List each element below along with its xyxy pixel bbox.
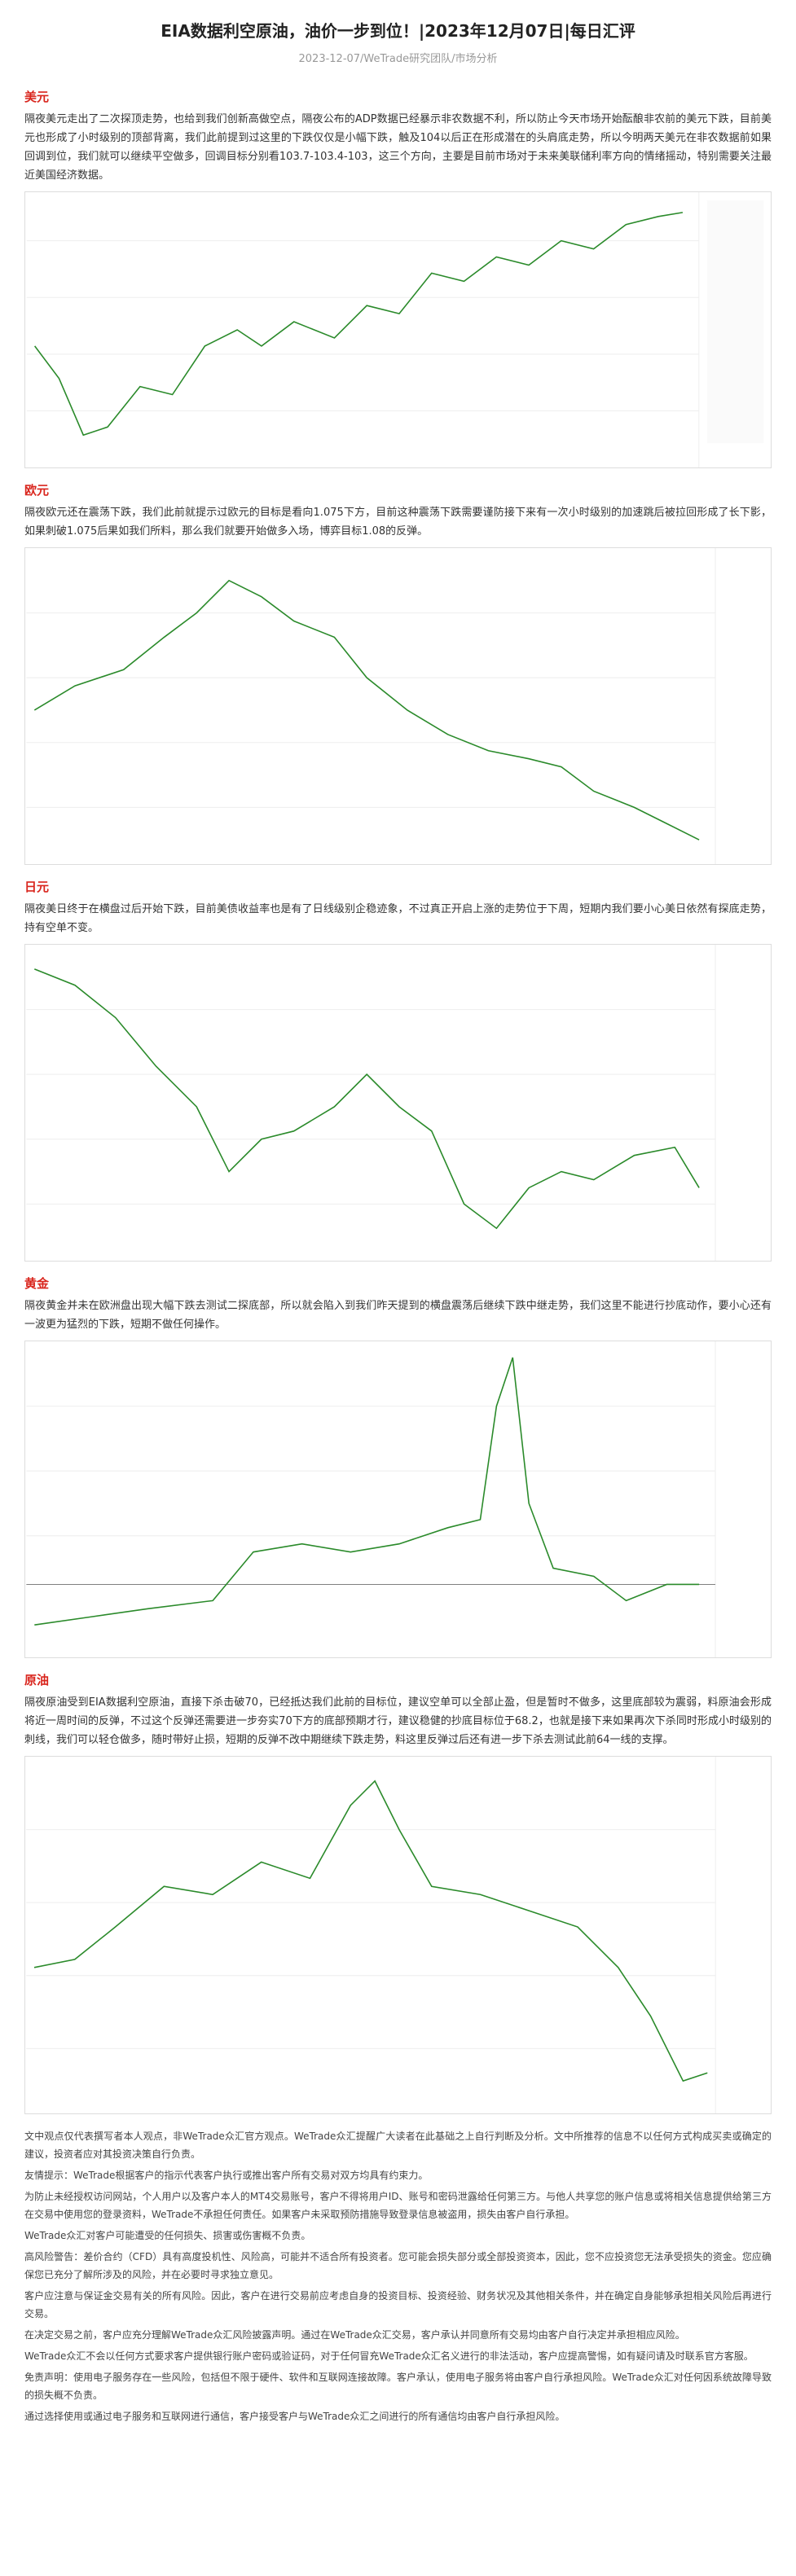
title: EIA数据利空原油，油价一步到位！|2023年12月07日|每日汇评 [161,21,635,41]
disclaimer-text: 客户应注意与保证金交易有关的所有风险。因此，客户在进行交易前应考虑自身的投资目标… [24,2290,772,2319]
section-heading: 欧元 [24,483,50,498]
section-text: 隔夜欧元还在震荡下跌，我们此前就提示过欧元的目标是看向1.075下方，目前这种震… [24,507,772,538]
chart-image [24,547,772,865]
section-text: 隔夜黄金并未在欧洲盘出现大幅下跌去测试二探底部，所以就会陷入到我们昨天提到的横盘… [24,1300,772,1331]
disclaimer-text: 在决定交易之前，客户应充分理解WeTrade众汇风险披露声明。通过在WeTrad… [24,2329,685,2341]
disclaimer-text: 为防止未经授权访问网站，个人用户以及客户本人的MT4交易账号，客户不得将用户ID… [24,2191,772,2220]
section-text: 隔夜美日终于在横盘过后开始下跌，目前美债收益率也是有了日线级别企稳迹象，不过真正… [24,903,772,934]
section-heading: 日元 [24,880,50,894]
disclaimer-text: 免责声明：使用电子服务存在一些风险，包括但不限于硬件、软件和互联网连接故障。客户… [24,2372,772,2401]
disclaimer-text: 友情提示：WeTrade根据客户的指示代表客户执行或推出客户所有交易对双方均具有… [24,2170,429,2181]
disclaimer-text: WeTrade众汇对客户可能遭受的任何损失、损害或伤害概不负责。 [24,2230,311,2241]
disclaimer-text: 文中观点仅代表撰写者本人观点，非WeTrade众汇官方观点。WeTrade众汇提… [24,2131,772,2160]
section-heading: 原油 [24,1673,50,1687]
chart-image [24,944,772,1262]
chart-image [24,1756,772,2114]
section-heading: 黄金 [24,1276,50,1291]
chart-image [24,191,772,468]
subtitle: 2023-12-07/WeTrade研究团队/市场分析 [298,53,498,65]
chart-image [24,1341,772,1658]
disclaimer-text: 高风险警告：差价合约（CFD）具有高度投机性、风险高，可能并不适合所有投资者。您… [24,2251,772,2280]
section-text: 隔夜原油受到EIA数据利空原油，直接下杀击破70，已经抵达我们此前的目标位，建议… [24,1696,772,1746]
disclaimer-text: WeTrade众汇不会以任何方式要求客户提供银行账户密码或验证码，对于任何冒充W… [24,2350,754,2362]
disclaimer-text: 通过选择使用或通过电子服务和互联网进行通信，客户接受客户与WeTrade众汇之间… [24,2411,565,2422]
disclaimer: 文中观点仅代表撰写者本人观点，非WeTrade众汇官方观点。WeTrade众汇提… [24,2127,772,2425]
section-text: 隔夜美元走出了二次探顶走势，也给到我们创新高做空点，隔夜公布的ADP数据已经暴示… [24,113,772,182]
section-heading: 美元 [24,90,50,104]
